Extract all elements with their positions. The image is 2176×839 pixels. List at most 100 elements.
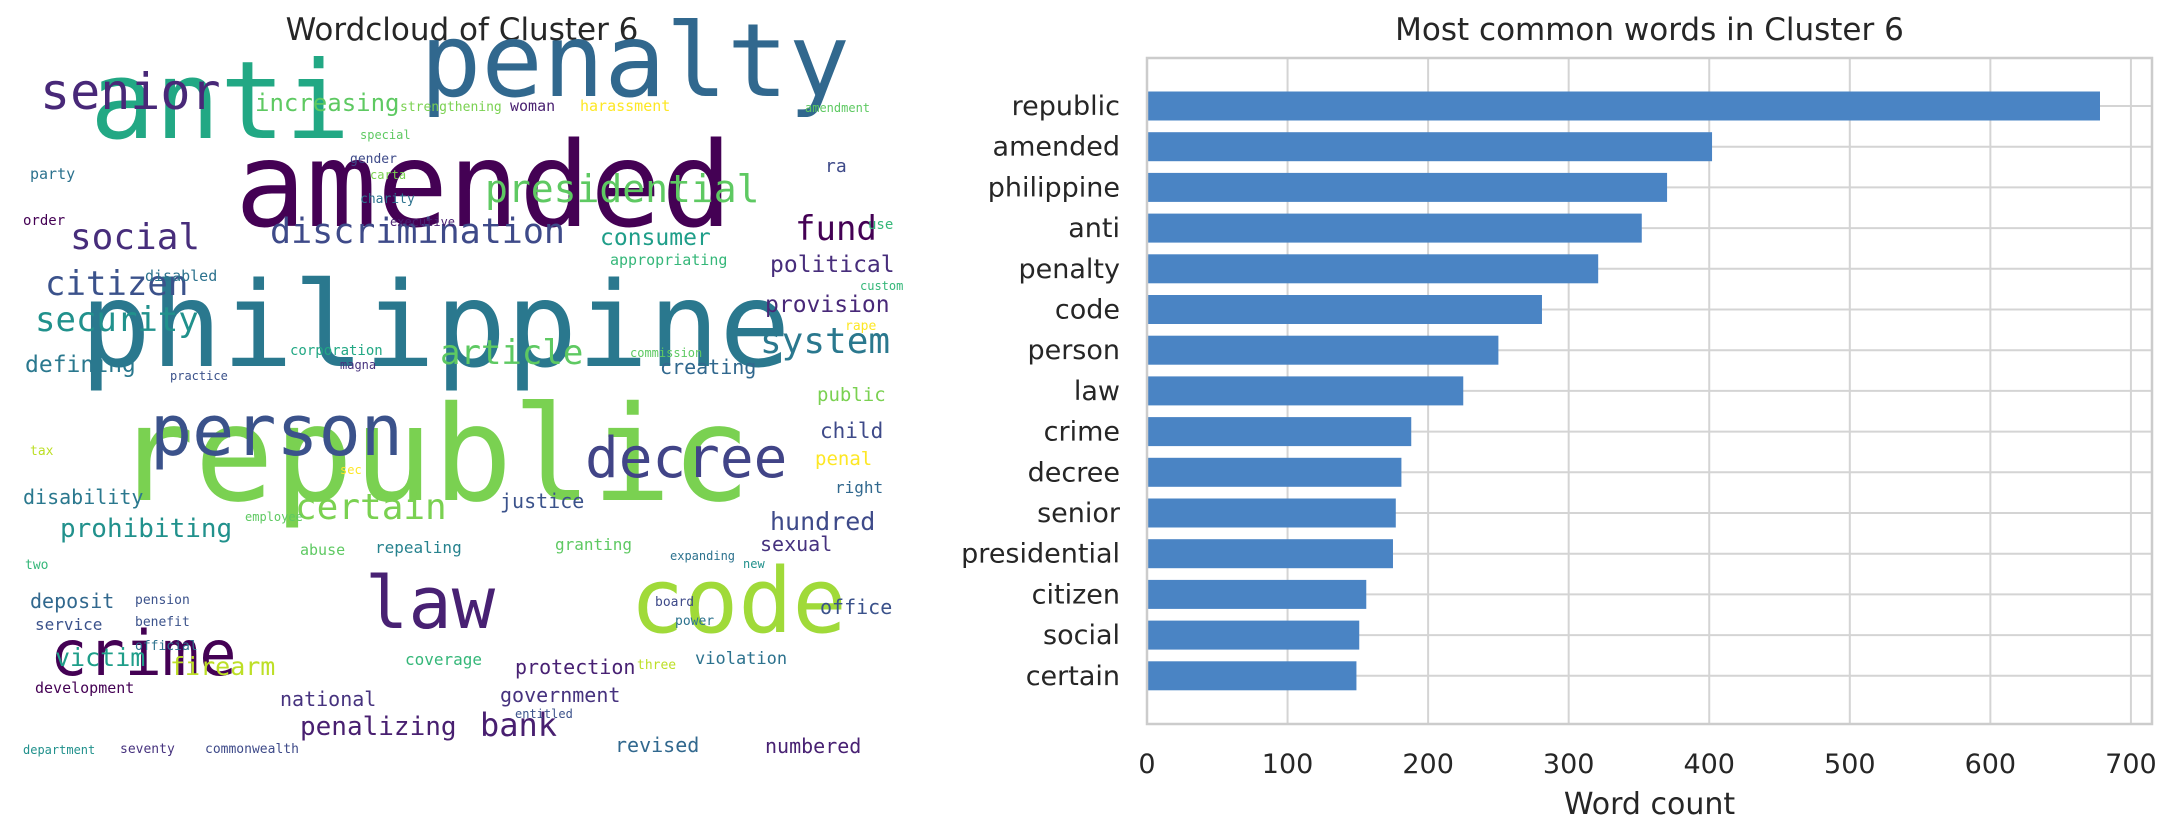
wordcloud-word-creating: creating	[660, 354, 757, 379]
y-tick-label: republic	[1012, 91, 1120, 122]
wordcloud-word-repealing: repealing	[375, 538, 462, 558]
wordcloud-word-crime: crime	[50, 616, 237, 690]
wordcloud-word-two: two	[25, 558, 49, 574]
wordcloud-word-prohibiting: prohibiting	[60, 514, 233, 545]
wordcloud-word-government: government	[500, 682, 621, 707]
bar-amended	[1147, 132, 1713, 162]
bar-senior	[1147, 498, 1396, 528]
x-axis-label: Word count	[1564, 787, 1736, 822]
x-tick-label: 700	[2105, 749, 2157, 780]
y-tick-label: person	[1027, 335, 1120, 366]
wordcloud-word-national: national	[280, 686, 377, 711]
bar-chart-title: Most common words in Cluster 6	[1395, 12, 1904, 48]
wordcloud: republic philippine amended anti penalty code…	[20, 11, 905, 756]
wordcloud-word-revised: revised	[615, 732, 700, 757]
wordcloud-word-new: new	[743, 556, 765, 571]
wordcloud-word-bank: bank	[480, 705, 558, 744]
wordcloud-word-custom: custom	[860, 278, 904, 293]
wordcloud-word-benefit: benefit	[135, 615, 190, 631]
y-tick-label: certain	[1026, 661, 1120, 692]
wordcloud-word-discrimination: discrimination	[270, 211, 566, 252]
wordcloud-word-penal: penal	[815, 447, 873, 470]
bar-law	[1147, 376, 1464, 406]
wordcloud-word-commonwealth: commonwealth	[205, 742, 299, 758]
wordcloud-word-rape: rape	[845, 319, 877, 335]
wordcloud-word-citizen: citizen	[45, 263, 189, 304]
wordcloud-word-commission: commission	[630, 345, 703, 360]
y-tick-label: senior	[1037, 498, 1121, 529]
bar-social	[1147, 620, 1360, 650]
bar-republic	[1147, 91, 2100, 121]
wordcloud-word-service: service	[35, 615, 103, 635]
wordcloud-word-gender: gender	[350, 152, 397, 168]
wordcloud-word-firearm: firearm	[170, 652, 276, 681]
wordcloud-word-consumer: consumer	[600, 224, 711, 251]
wordcloud-word-republic: republic	[115, 377, 751, 532]
wordcloud-word-carta: carta	[370, 167, 407, 182]
wordcloud-word-ra: ra	[825, 156, 847, 178]
wordcloud-word-abuse: abuse	[300, 541, 346, 560]
wordcloud-word-sexual: sexual	[760, 531, 833, 556]
wordcloud-word-corporation: corporation	[290, 343, 383, 360]
wordcloud-word-system: system	[760, 320, 891, 362]
wordcloud-word-amended: amended	[235, 116, 733, 255]
wordcloud-word-entitled: entitled	[515, 706, 573, 721]
wordcloud-word-board: board	[655, 595, 695, 611]
wordcloud-word-hundred: hundred	[770, 507, 876, 536]
wordcloud-word-special: special	[360, 127, 411, 142]
wordcloud-word-disability: disability	[23, 484, 144, 509]
bar-decree	[1147, 457, 1402, 487]
wordcloud-word-victim: victim	[55, 643, 146, 672]
bar-penalty	[1147, 254, 1599, 284]
wordcloud-word-strengthening: strengthening	[400, 100, 502, 116]
wordcloud-word-security: security	[35, 299, 199, 340]
bar-certain	[1147, 661, 1357, 691]
x-tick-label: 100	[1262, 749, 1314, 780]
wordcloud-word-amendment: amendment	[805, 100, 871, 115]
y-tick-label: presidential	[961, 539, 1120, 570]
plot-frame	[1145, 56, 2154, 726]
wordcloud-word-seventy: seventy	[120, 742, 175, 758]
wordcloud-word-defining: defining	[25, 351, 136, 378]
y-tick-label: citizen	[1032, 579, 1120, 610]
wordcloud-word-child: child	[820, 418, 884, 443]
wordcloud-word-anti: anti	[90, 38, 351, 164]
wordcloud-word-code: code	[630, 549, 847, 655]
bar-crime	[1147, 417, 1412, 447]
y-tick-label: philippine	[988, 172, 1120, 203]
x-tick-label: 500	[1824, 749, 1876, 780]
wordcloud-word-penalty: penalty	[420, 2, 850, 122]
bar-code	[1147, 295, 1542, 324]
wordcloud-word-social: social	[70, 216, 201, 258]
wordcloud-word-granting: granting	[555, 535, 633, 555]
wordcloud-word-magna: magna	[340, 357, 377, 372]
wordcloud-word-woman: woman	[510, 97, 556, 116]
wordcloud-word-party: party	[30, 165, 76, 184]
y-tick-label: social	[1043, 620, 1120, 651]
x-tick-label: 600	[1965, 749, 2017, 780]
bar-person	[1147, 335, 1499, 365]
wordcloud-word-sec: sec	[340, 462, 362, 477]
wordcloud-word-executive: executive	[390, 214, 456, 229]
wordcloud-word-charity: charity	[360, 192, 415, 208]
wordcloud-word-penalizing: penalizing	[300, 712, 457, 743]
wordcloud-word-expanding: expanding	[670, 548, 736, 563]
x-tick-label: 0	[1138, 749, 1155, 780]
y-tick-label: amended	[993, 132, 1120, 163]
wordcloud-word-power: power	[675, 614, 715, 630]
wordcloud-word-three: three	[637, 658, 677, 674]
wordcloud-word-protection: protection	[515, 654, 636, 679]
wordcloud-word-person: person	[150, 389, 403, 472]
wordcloud-word-decree: decree	[585, 426, 788, 492]
wordcloud-title: Wordcloud of Cluster 6	[285, 12, 639, 48]
y-tick-label: code	[1055, 295, 1120, 326]
wordcloud-word-employee: employee	[245, 509, 303, 524]
wordcloud-word-deposit: deposit	[30, 588, 115, 613]
wordcloud-word-senior: senior	[40, 63, 221, 121]
wordcloud-word-violation: violation	[695, 649, 788, 670]
wordcloud-word-numbered: numbered	[765, 733, 862, 758]
wordcloud-word-appropriating: appropriating	[610, 251, 728, 270]
wordcloud-word-practice: practice	[170, 368, 228, 383]
wordcloud-word-tax: tax	[30, 444, 54, 460]
wordcloud-word-justice: justice	[500, 488, 585, 513]
